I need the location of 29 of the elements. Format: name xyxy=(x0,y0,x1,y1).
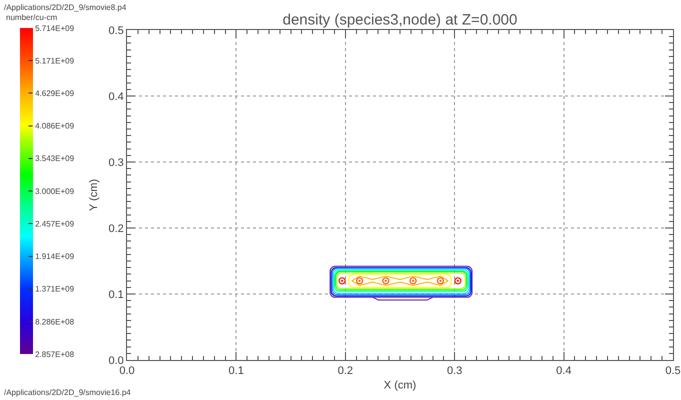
color-bar-label: 5.714E+09 xyxy=(35,24,75,33)
y-tick-label: 0.4 xyxy=(108,90,124,103)
color-bar-label: 2.857E+08 xyxy=(35,350,75,359)
y-tick-label: 0.1 xyxy=(108,288,124,301)
y-axis-title: Y (cm) xyxy=(88,178,100,212)
x-tick-label: 0.4 xyxy=(556,365,572,378)
x-tick-label: 0.2 xyxy=(338,365,354,378)
x-tick-label: 0.1 xyxy=(228,365,244,378)
x-tick-label: 0.3 xyxy=(446,365,462,378)
color-bar-label: 4.086E+09 xyxy=(35,122,75,131)
color-bar-label: 3.000E+09 xyxy=(35,186,75,196)
color-bar-label: 1.914E+09 xyxy=(35,252,75,262)
text: /Applications/2D/2D_9/smovie16.p4 xyxy=(4,388,132,397)
color-bar-label: 8.286E+08 xyxy=(35,317,75,326)
color-bar-label: 3.543E+09 xyxy=(35,154,75,164)
x-tick-label: 0.5 xyxy=(665,365,681,378)
x-tick-label: 0.0 xyxy=(119,365,135,378)
color-bar-label: 5.171E+09 xyxy=(35,56,75,66)
y-tick-label: 0.0 xyxy=(108,354,124,367)
color-bar-label: 1.371E+09 xyxy=(35,284,75,294)
chart-title: density (species3,node) at Z=0.000 xyxy=(282,11,518,28)
color-bar-label: 2.457E+09 xyxy=(35,219,75,228)
text: /Applications/2D/2D_9/smovie8.p4 xyxy=(4,3,127,12)
y-tick-label: 0.5 xyxy=(108,24,124,37)
color-bar-label: 4.629E+09 xyxy=(35,89,75,98)
y-tick-label: 0.3 xyxy=(108,156,124,169)
x-axis-title: X (cm) xyxy=(384,379,416,392)
color-bar-title: number/cu-cm xyxy=(6,13,58,22)
y-tick-label: 0.2 xyxy=(108,222,124,235)
